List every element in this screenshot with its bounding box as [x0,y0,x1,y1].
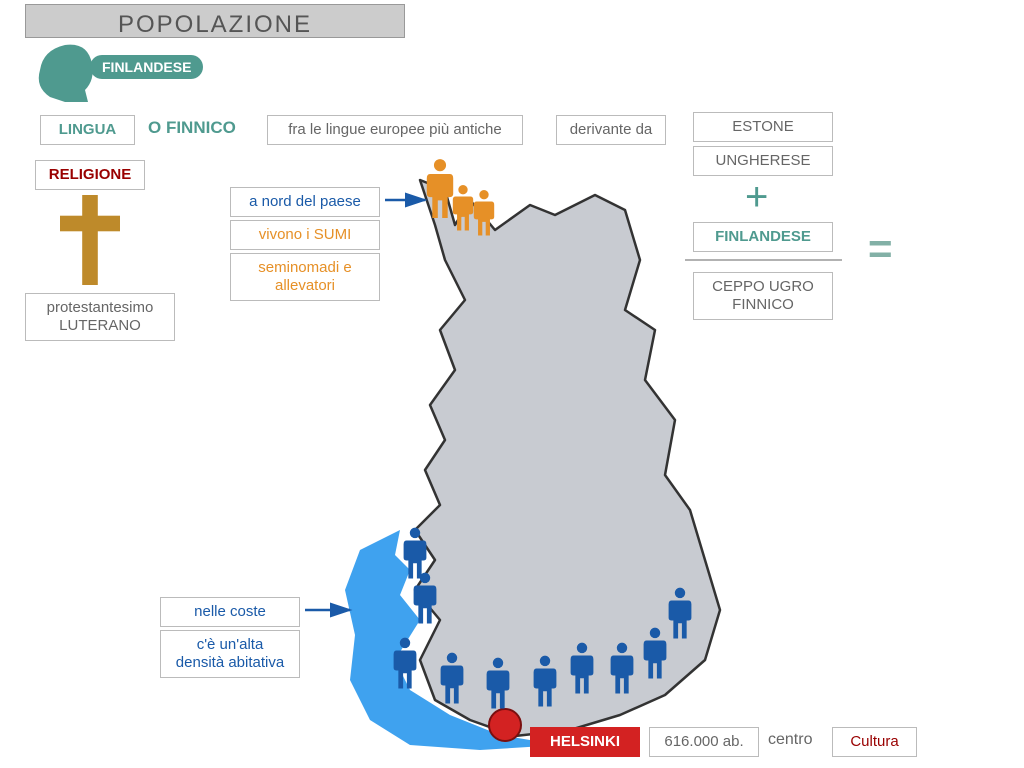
north-l2-box: vivono i SUMI [230,220,380,250]
ungherese-box: UNGHERESE [693,146,833,176]
ceppo-box: CEPPO UGROFINNICO [693,272,833,320]
plus-sign: + [745,175,768,220]
o-finnico-text: O FINNICO [148,118,236,138]
finlandese2-box: FINLANDESE [693,222,833,252]
speech-bubble-finlandese: FINLANDESE [90,55,203,79]
lingua-box: LINGUA [40,115,135,145]
north-l3-box: seminomadi eallevatori [230,253,380,301]
antiche-box: fra le lingue europee più antiche [267,115,523,145]
luterano-box: protestantesimoLUTERANO [25,293,175,341]
title-box: POPOLAZIONE [25,4,405,38]
religione-box: RELIGIONE [35,160,145,190]
coast-l2-box: c'è un'altadensità abitativa [160,630,300,678]
estone-box: ESTONE [693,112,833,142]
head-icon [39,45,93,102]
helsinki-box: HELSINKI [530,727,640,757]
population-box: 616.000 ab. [649,727,759,757]
helsinki-dot [489,709,521,741]
derivante-box: derivante da [556,115,666,145]
finland-map [415,180,720,736]
coast-l1-box: nelle coste [160,597,300,627]
centro-text: centro [768,731,812,749]
north-l1-box: a nord del paese [230,187,380,217]
equals-sign: = [868,225,893,273]
cross-icon [82,195,98,285]
cultura-box: Cultura [832,727,917,757]
